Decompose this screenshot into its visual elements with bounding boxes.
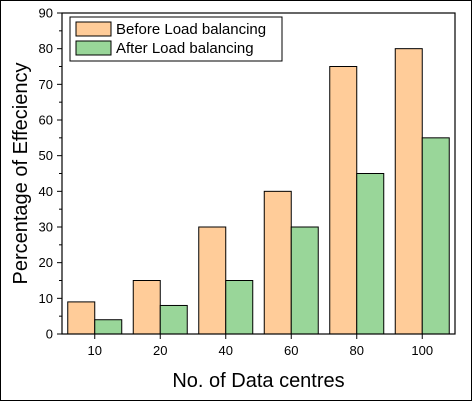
y-tick-label: 70	[39, 77, 53, 92]
y-tick-label: 50	[39, 148, 53, 163]
legend: Before Load balancing After Load balanci…	[69, 16, 283, 62]
y-tick-label: 20	[39, 255, 53, 270]
x-tick-label: 100	[411, 343, 433, 358]
x-tick-label: 60	[284, 343, 298, 358]
y-tick-label: 10	[39, 291, 53, 306]
y-tick-label: 80	[39, 41, 53, 56]
bars-group	[67, 48, 450, 335]
legend-label-before: Before Load balancing	[116, 21, 266, 38]
y-tick-label: 60	[39, 113, 53, 128]
bar-before-80	[329, 66, 358, 335]
bar-before-60	[263, 190, 292, 335]
x-ticks-group: 10 20 40 60 80 100	[88, 334, 433, 358]
y-axis-title: Percentage of Effeciency	[10, 63, 32, 285]
y-tick-label: 0	[46, 327, 53, 342]
x-axis-title: No. of Data centres	[172, 370, 344, 392]
x-tick-label: 80	[350, 343, 364, 358]
bar-before-40	[198, 226, 227, 335]
legend-swatch-before	[75, 21, 112, 37]
legend-swatch-after	[75, 40, 112, 56]
bar-after-80	[356, 173, 385, 335]
x-tick-label: 10	[88, 343, 102, 358]
x-tick-label: 20	[153, 343, 167, 358]
bar-before-100	[394, 48, 423, 335]
bar-after-40	[225, 280, 254, 335]
legend-label-after: After Load balancing	[116, 40, 254, 57]
y-ticks-group: 0 10 20 30 40 50 60 70 80 90	[39, 6, 62, 342]
bar-after-20	[159, 304, 188, 335]
y-tick-label: 40	[39, 184, 53, 199]
bar-before-20	[132, 280, 161, 335]
y-tick-label: 90	[39, 6, 53, 21]
bar-before-10	[67, 301, 96, 335]
bar-after-10	[94, 319, 123, 335]
bar-after-60	[290, 226, 319, 335]
bar-after-100	[421, 137, 450, 335]
y-tick-label: 30	[39, 220, 53, 235]
x-tick-label: 40	[219, 343, 233, 358]
